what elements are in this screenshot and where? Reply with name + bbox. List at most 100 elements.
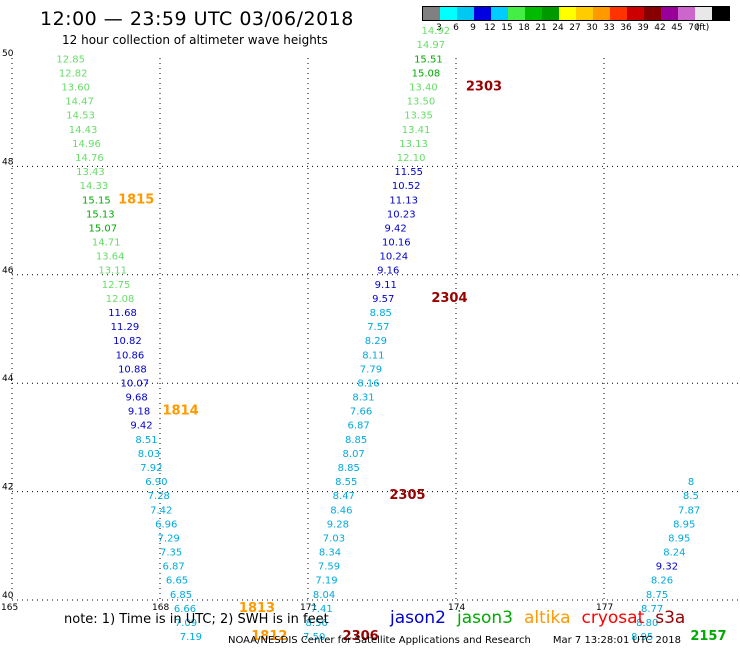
swh-value: 15.07 [88, 223, 117, 234]
swh-value: 6.90 [145, 477, 167, 488]
swh-value: 8.85 [338, 463, 360, 474]
swh-value: 6.66 [174, 604, 196, 615]
swh-value: 8.77 [641, 604, 663, 615]
swh-value: 14.53 [66, 111, 95, 122]
swh-value: 8.55 [335, 477, 357, 488]
swh-value: 10.07 [121, 378, 150, 389]
swh-value: 6.87 [347, 421, 369, 432]
lat-tick-label: 50 [2, 49, 14, 59]
legend-swatch [661, 7, 678, 20]
swh-value: 13.50 [407, 97, 436, 108]
swh-value: 8.95 [673, 519, 695, 530]
swh-value: 12.82 [59, 68, 88, 79]
swh-value: 7.19 [315, 576, 337, 587]
swh-value: 6.85 [170, 590, 192, 601]
legend-label: 18 [518, 23, 530, 33]
legend-swatch [678, 7, 695, 20]
pass-number-label: 1812 [251, 629, 287, 644]
swh-value: 8.16 [357, 378, 379, 389]
swh-value: 13.11 [98, 266, 127, 277]
swh-value: 11.55 [394, 167, 423, 178]
swh-value: 8.03 [138, 449, 160, 460]
lat-tick-label: 44 [2, 374, 14, 384]
satellite-legend-altika: altika [524, 608, 571, 628]
swh-value: 11.68 [108, 308, 137, 319]
swh-value: 14.96 [72, 139, 101, 150]
satellite-legend-s3a: s3a [655, 608, 686, 628]
swh-value: 9.11 [375, 280, 397, 291]
swh-value: 7.42 [150, 505, 172, 516]
legend-label: 9 [470, 23, 476, 33]
swh-value: 10.16 [382, 238, 411, 249]
swh-value: 12.85 [56, 54, 85, 65]
legend-label: 12 [484, 23, 496, 33]
swh-value: 7.57 [367, 322, 389, 333]
swh-value: 15.51 [414, 54, 443, 65]
legend-label: 39 [637, 23, 649, 33]
swh-value: 7.92 [140, 463, 162, 474]
legend-swatch [474, 7, 491, 20]
legend-swatch [423, 7, 440, 20]
legend-label: 21 [535, 23, 547, 33]
swh-value: 7.66 [350, 407, 372, 418]
swh-value: 7.35 [160, 548, 182, 559]
legend-swatch [491, 7, 508, 20]
swh-value: 11.13 [389, 195, 418, 206]
legend-swatch [644, 7, 661, 20]
swh-value: 14.97 [417, 40, 446, 51]
lon-tick-label: 177 [596, 603, 613, 613]
swh-value: 14.33 [80, 181, 109, 192]
swh-value: 13.13 [399, 139, 428, 150]
swh-value: 8.31 [352, 393, 374, 404]
legend-label: 15 [501, 23, 513, 33]
legend-swatch [457, 7, 474, 20]
swh-value: 13.64 [96, 252, 125, 263]
swh-value: 15.08 [412, 68, 441, 79]
legend-label: 27 [569, 23, 581, 33]
swh-value: 11.29 [111, 322, 140, 333]
swh-value: 8 [688, 477, 694, 488]
swh-value: 8.56 [306, 618, 328, 629]
swh-value: 6.96 [155, 519, 177, 530]
legend-label: (ft) [695, 23, 710, 33]
swh-value: 8.07 [343, 449, 365, 460]
pass-number-label: 1814 [162, 404, 198, 419]
legend-label: 3 [436, 23, 442, 33]
swh-value: 8.95 [668, 533, 690, 544]
swh-value: 10.82 [113, 336, 142, 347]
lon-tick-label: 168 [152, 603, 169, 613]
pass-labels: 1815 1814 1813 1812 2306 2305 2304 2303 2157 [118, 80, 726, 645]
swh-value: 7.09 [175, 618, 197, 629]
swh-value: 8.46 [330, 505, 352, 516]
swh-value: 7.03 [323, 533, 345, 544]
swh-value: 6.87 [162, 562, 184, 573]
swh-value: 8.04 [313, 590, 335, 601]
swh-value: 7.19 [180, 632, 202, 643]
legend-label: 24 [552, 23, 564, 33]
swh-value: 15.13 [86, 209, 115, 220]
lon-tick-label: 171 [300, 603, 317, 613]
pass-number-label: 1815 [118, 192, 154, 207]
credit-text: NOAA/NESDIS Center for Satellite Applica… [228, 635, 531, 646]
swh-value: 10.88 [118, 364, 147, 375]
swh-value: 8.95 [631, 632, 653, 643]
lat-tick-label: 46 [2, 266, 14, 276]
lat-tick-label: 48 [2, 157, 14, 167]
swh-value: 15.15 [82, 195, 111, 206]
legend-swatch [593, 7, 610, 20]
swh-value: 8.51 [135, 435, 157, 446]
legend-swatch [525, 7, 542, 20]
swh-value: 8.80 [636, 618, 658, 629]
legend-swatch [576, 7, 593, 20]
swh-value: 14.47 [65, 97, 94, 108]
legend-labels: 3 6 9 12 15 18 21 24 27 30 33 36 39 42 45 70 (ft) [422, 21, 730, 35]
swh-value: 14.71 [92, 238, 121, 249]
swh-value: 12.08 [106, 294, 135, 305]
swh-value: 13.41 [402, 125, 431, 136]
legend-swatch [542, 7, 559, 20]
swh-value: 8.5 [683, 491, 699, 502]
swh-value: 8.47 [333, 491, 355, 502]
swh-value: 9.32 [656, 562, 678, 573]
pass-number-label: 1813 [239, 601, 275, 616]
